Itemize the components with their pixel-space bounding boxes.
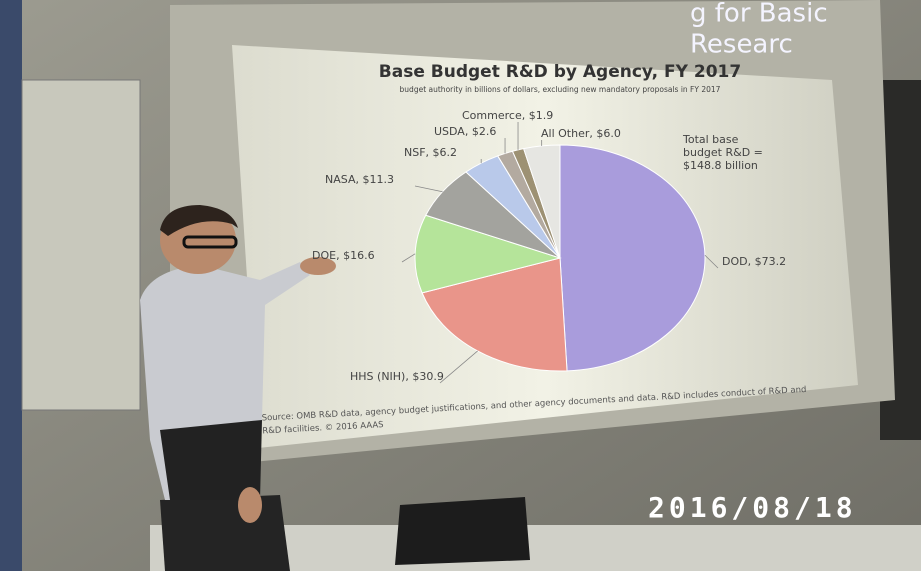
page: {"photo": {"slide_heading_lines": ["g fo…	[0, 0, 921, 571]
annotation: $148.8 billion	[683, 159, 758, 172]
slice-label: USDA, $2.6	[434, 125, 496, 138]
slide-heading: Researc	[690, 30, 793, 60]
whiteboard	[22, 80, 140, 410]
laptop	[395, 497, 530, 565]
chair	[160, 495, 290, 571]
chart-title: Base Budget R&D by Agency, FY 2017	[379, 62, 741, 82]
photo: Base Budget R&D by Agency, FY 2017 budget…	[0, 0, 921, 571]
slice-label: NASA, $11.3	[325, 173, 394, 186]
chart-subtitle: budget authority in billions of dollars,…	[400, 85, 721, 94]
slice-label: DOD, $73.2	[722, 255, 786, 268]
timestamp: 2016/08/18	[648, 491, 857, 524]
slice-label: Commerce, $1.9	[462, 109, 553, 122]
slice-label: NSF, $6.2	[404, 146, 457, 159]
slide-heading: g for Basic	[690, 0, 828, 29]
slice-label: All Other, $6.0	[541, 127, 621, 140]
slice-label: HHS (NIH), $30.9	[350, 370, 444, 383]
annotation: Total base	[682, 133, 739, 146]
slice-label: DOE, $16.6	[312, 249, 375, 262]
annotation: budget R&D =	[683, 146, 763, 159]
left-edge	[0, 0, 22, 571]
